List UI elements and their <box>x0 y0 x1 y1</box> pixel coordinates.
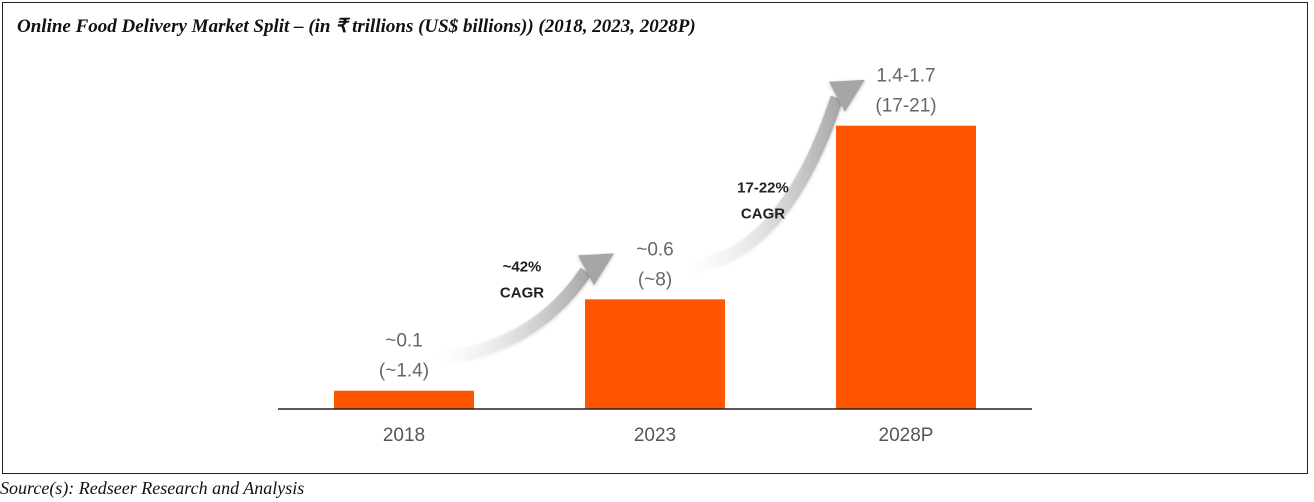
cagr-arrow-shaft <box>686 95 844 273</box>
x-tick-label: 2023 <box>634 425 676 446</box>
x-tick-label: 2028P <box>879 425 934 446</box>
cagr-percent: 17-22% <box>737 179 789 196</box>
cagr-arrow-shaft <box>435 267 592 365</box>
data-label: 1.4-1.7 <box>876 66 935 87</box>
bar-2028P <box>836 125 976 409</box>
cagr-arrow-head <box>578 253 614 286</box>
cagr-arrow-head <box>829 79 865 112</box>
bar-2018 <box>334 390 474 409</box>
cagr-label: CAGR <box>500 285 544 302</box>
cagr-percent: ~42% <box>503 259 542 276</box>
data-label: ~0.1 <box>385 331 423 352</box>
data-label: (17-21) <box>875 96 936 117</box>
data-label: ~0.6 <box>636 239 674 260</box>
data-label: (~8) <box>638 269 672 290</box>
data-label: (~1.4) <box>379 361 429 382</box>
chart-title: Online Food Delivery Market Split – (in … <box>17 16 696 37</box>
source-note: Source(s): Redseer Research and Analysis <box>0 478 305 498</box>
bar-2023 <box>585 299 725 409</box>
cagr-label: CAGR <box>741 205 785 222</box>
x-tick-label: 2018 <box>383 425 425 446</box>
